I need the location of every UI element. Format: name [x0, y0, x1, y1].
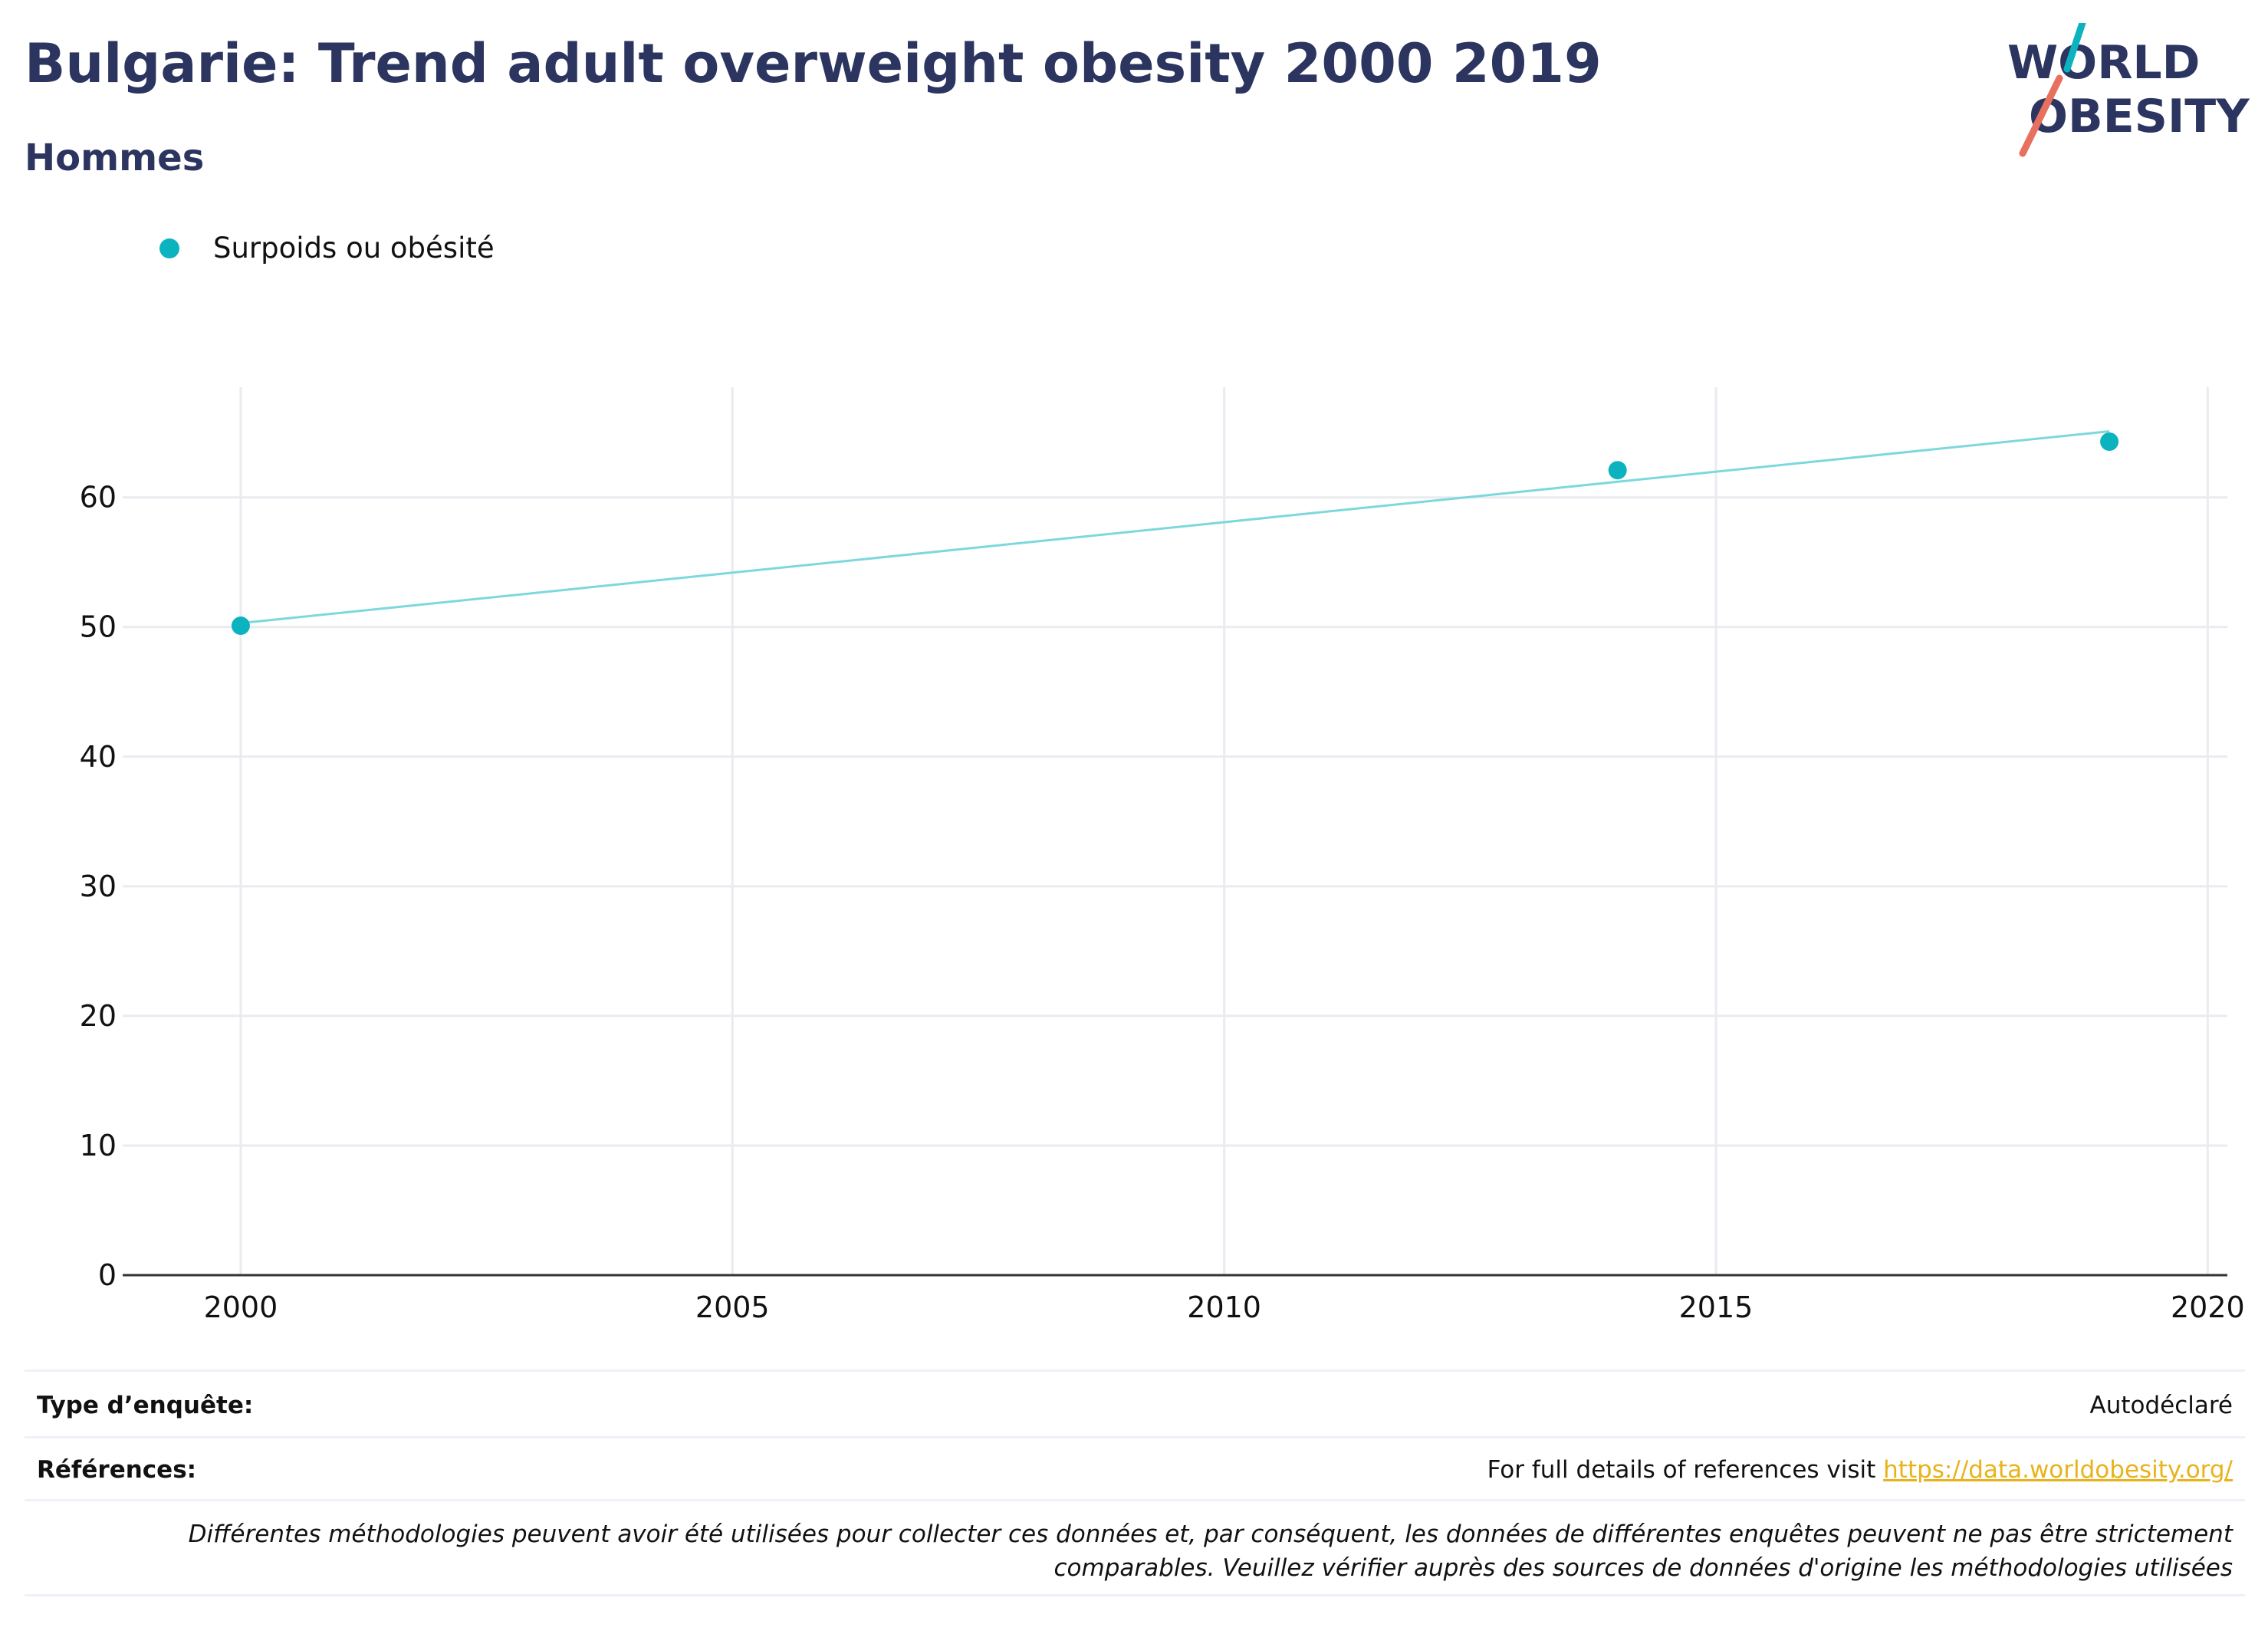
- survey-type-label: Type d’enquête:: [37, 1392, 254, 1419]
- y-tick-label: 50: [80, 610, 117, 644]
- chart-legend: Surpoids ou obésité: [159, 232, 495, 265]
- x-tick-label: 2020: [2171, 1290, 2245, 1319]
- methodology-note: Différentes méthodologies peuvent avoir …: [86, 1517, 2233, 1585]
- x-tick-label: 2000: [204, 1290, 278, 1319]
- data-point: [231, 616, 250, 636]
- chart-plot: 2000 2005 2010 2015 2020 0 10 20 30 40 50 60: [80, 387, 2245, 1319]
- references-value: For full details of references visit htt…: [1487, 1456, 2233, 1484]
- y-tick-label: 10: [80, 1129, 117, 1162]
- data-point: [1608, 461, 1627, 480]
- references-text: For full details of references visit: [1487, 1456, 1884, 1484]
- world-obesity-logo: WORLD OBESITY: [2007, 23, 2250, 157]
- references-link[interactable]: https://data.worldobesity.org/: [1883, 1456, 2233, 1484]
- methodology-note-line2: comparables. Veuillez vérifier auprès de…: [1053, 1554, 2233, 1582]
- y-tick-label: 0: [98, 1258, 117, 1292]
- x-tick-label: 2015: [1679, 1290, 1754, 1319]
- y-tick-label: 40: [80, 740, 117, 774]
- svg-text:OBESITY: OBESITY: [2029, 90, 2250, 143]
- footer-table: Type d’enquête: Autodéclaré Références: …: [25, 1369, 2245, 1596]
- y-tick-label: 30: [80, 870, 117, 903]
- svg-text:WORLD: WORLD: [2007, 36, 2200, 90]
- survey-type-value: Autodéclaré: [2089, 1392, 2233, 1419]
- legend-label: Surpoids ou obésité: [213, 232, 495, 265]
- references-row: Références: For full details of referenc…: [25, 1456, 2245, 1494]
- x-tick-label: 2005: [695, 1290, 770, 1319]
- chart-title: Bulgarie: Trend adult overweight obesity…: [25, 32, 1602, 95]
- trendline: [240, 429, 2110, 625]
- x-tick-label: 2010: [1187, 1290, 1261, 1319]
- survey-type-row: Type d’enquête: Autodéclaré: [25, 1392, 2245, 1430]
- y-tick-label: 20: [80, 999, 117, 1033]
- methodology-note-line1: Différentes méthodologies peuvent avoir …: [188, 1521, 2233, 1548]
- data-point: [2100, 432, 2119, 452]
- chart-subtitle: Hommes: [25, 136, 205, 179]
- y-tick-label: 60: [80, 481, 117, 515]
- references-label: Références:: [37, 1456, 197, 1484]
- legend-marker: [159, 238, 179, 258]
